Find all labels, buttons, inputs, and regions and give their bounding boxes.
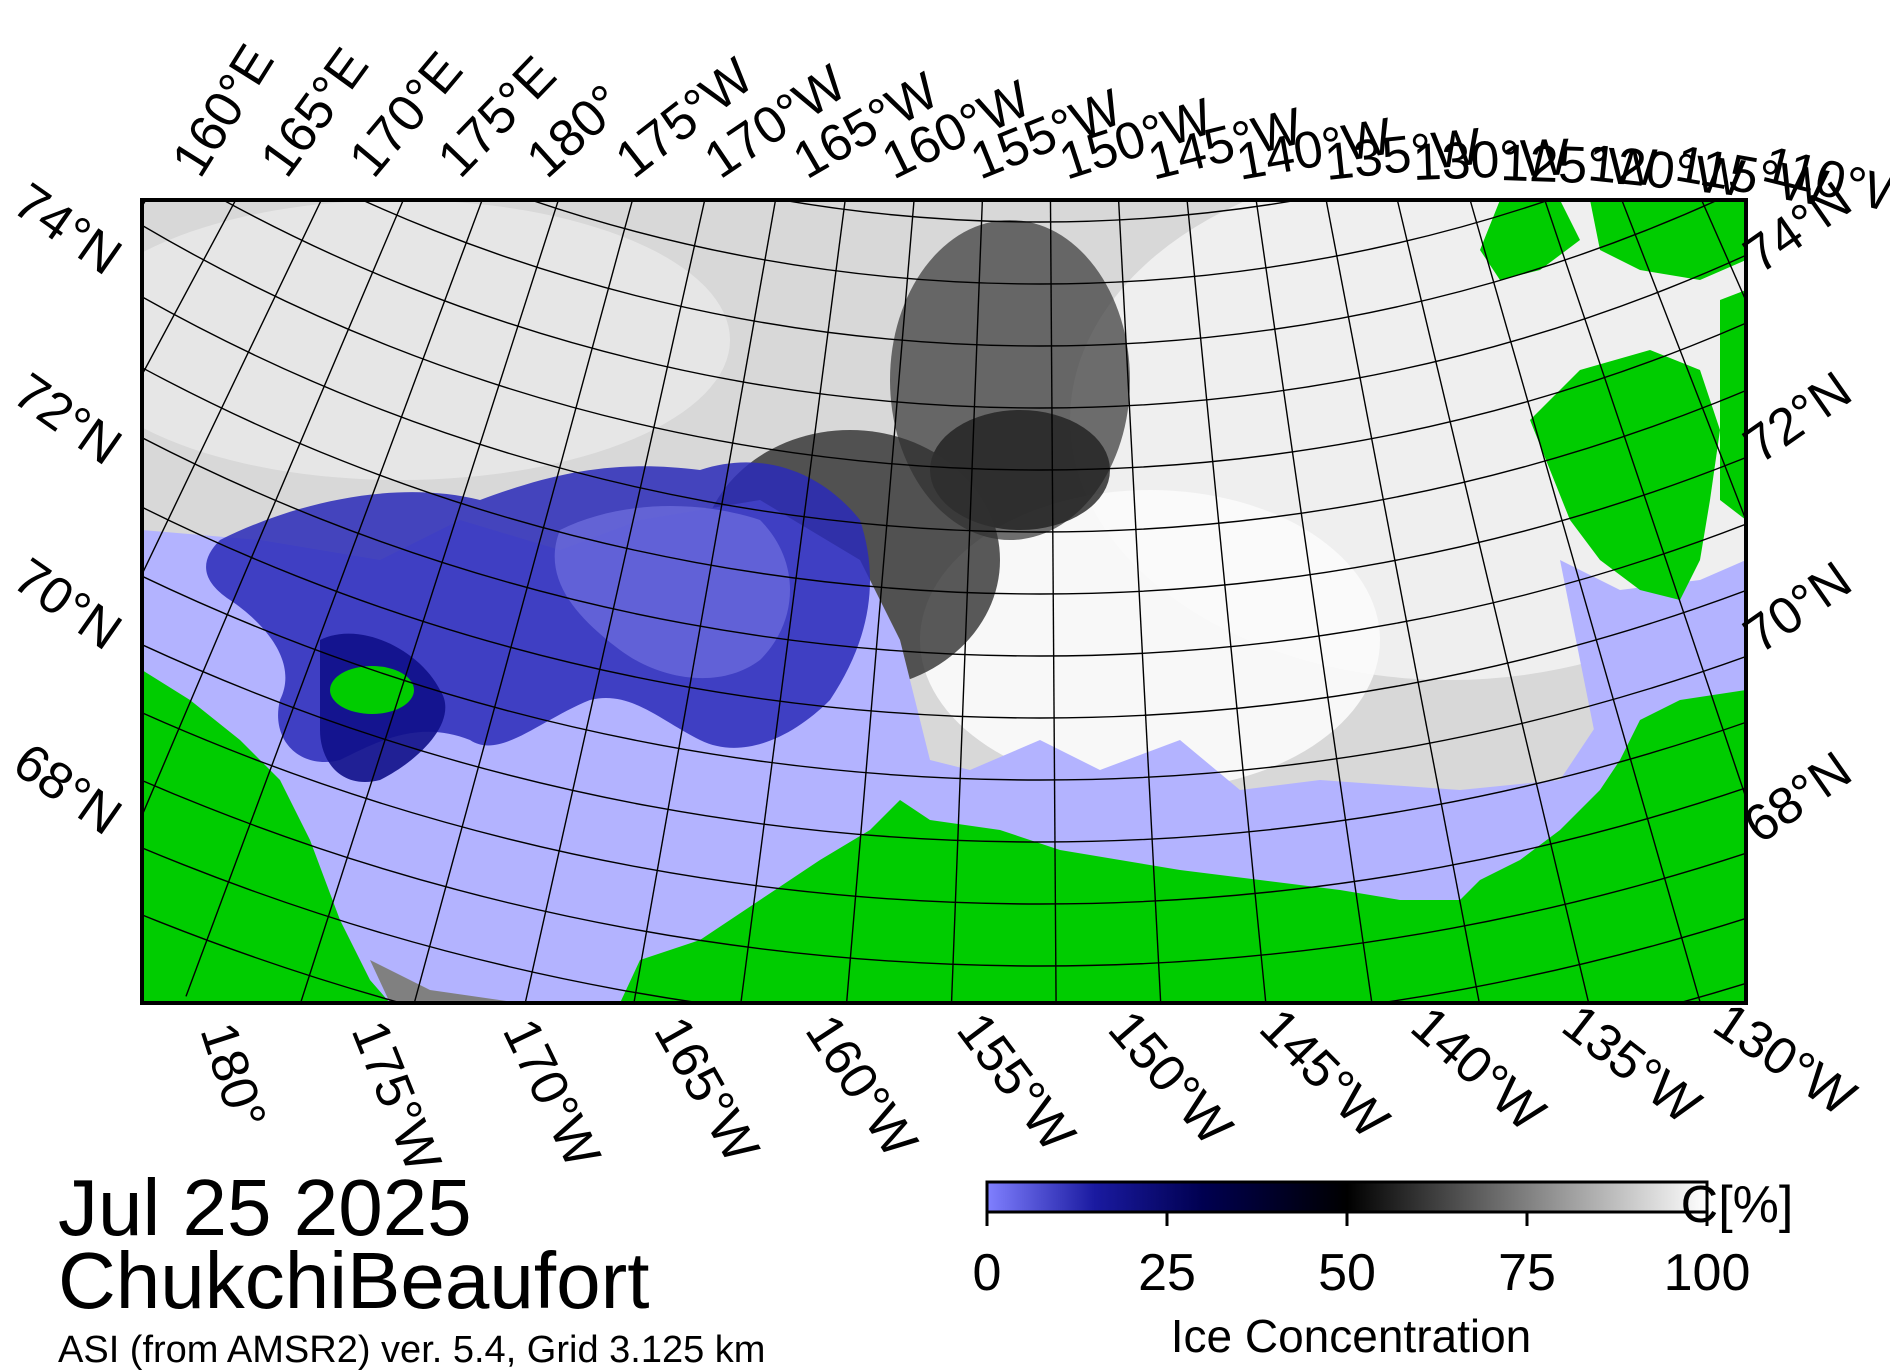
parallel-line [142, 643, 1746, 843]
map-frame [140, 198, 1748, 1005]
meridian-line [0, 0, 21, 222]
right-latitude-label: 68°N [1734, 741, 1862, 855]
bottom-longitude-label: 175°W [340, 1013, 452, 1180]
bottom-longitude-label: 150°W [1097, 1000, 1243, 1156]
parallel-line [142, 223, 1746, 471]
land-banks-island [1530, 350, 1720, 600]
parallel-line [142, 711, 1746, 905]
meridian-line [740, 200, 846, 1003]
parallel-line [778, 200, 1302, 223]
meridian-line [1865, 0, 1890, 593]
meridian-line [142, 200, 323, 576]
bottom-longitude-label: 180° [189, 1016, 277, 1136]
ice-northwest [142, 200, 730, 480]
top-longitude-label: 125°W [1500, 134, 1659, 197]
meridian-line [1396, 200, 1590, 1003]
top-longitude-label: 130°W [1412, 128, 1571, 192]
left-latitude-label: 70°N [3, 547, 131, 661]
meridian-line [1325, 200, 1481, 1003]
no-data-region [370, 960, 520, 1003]
left-latitude-label: 68°N [3, 732, 131, 846]
graticule [0, 0, 1890, 1003]
left-latitude-label: 72°N [3, 362, 131, 476]
meridian-line [1255, 200, 1373, 1003]
meridian-line [845, 200, 915, 1003]
colorbar-title: Ice Concentration [1171, 1310, 1532, 1362]
parallel-line [222, 200, 1746, 409]
meridians [0, 0, 1890, 1003]
parallel-line [142, 295, 1746, 533]
land-wrangel-island [330, 666, 414, 714]
colorbar-tick-label: 75 [1498, 1244, 1556, 1302]
meridian-line [1621, 200, 1746, 523]
marginal-ice-light [554, 506, 790, 679]
meridian-line [0, 0, 59, 307]
right-latitude-label: 70°N [1734, 551, 1862, 665]
colorbar-ticks: 0 25 50 75 100 [973, 1212, 1751, 1302]
meridian-line [1117, 200, 1162, 1003]
meridian-line [142, 200, 405, 818]
bottom-longitude-label: 130°W [1703, 992, 1865, 1128]
land-victoria-island [1720, 290, 1746, 520]
parallels [142, 200, 1746, 1003]
right-latitude-label: 72°N [1734, 361, 1862, 475]
parallel-line [142, 779, 1746, 967]
land-prince-patrick-island [1480, 200, 1580, 280]
parallel-line [142, 436, 1746, 657]
meridian-line [299, 200, 560, 1003]
meridian-line [413, 200, 634, 1003]
meridian-line [1186, 200, 1267, 1003]
bottom-longitude-labels: 180° 175°W 170°W 165°W 160°W 155°W 150°W 145°W 1… [189, 992, 1866, 1180]
bottom-longitude-label: 155°W [945, 1002, 1086, 1162]
meridian-line [142, 200, 237, 377]
parallel-line [142, 506, 1746, 719]
meridian-line [950, 200, 984, 1003]
meridian-line [633, 200, 777, 1003]
date-label: Jul 25 2025 [58, 1163, 472, 1252]
parallel-line [142, 366, 1746, 595]
map-area [0, 0, 1890, 1003]
parallel-line [361, 200, 1719, 347]
left-latitude-label: 74°N [3, 172, 131, 286]
high-concentration-ice-central [920, 490, 1380, 790]
meridian-line [1049, 200, 1057, 1003]
region-label: ChukchiBeaufort [58, 1236, 649, 1325]
colorbar-tick-label: 50 [1318, 1244, 1376, 1302]
colorbar-tick-label: 25 [1138, 1244, 1196, 1302]
parallel-line [142, 574, 1746, 781]
meridian-line [185, 200, 483, 997]
meridian-line [1544, 200, 1746, 801]
bottom-longitude-label: 160°W [794, 1005, 928, 1168]
colorbar-tick-label: 0 [973, 1244, 1002, 1302]
bottom-longitude-label: 145°W [1248, 998, 1399, 1150]
right-latitude-labels: 74°N72°N70°N68°N [1734, 171, 1862, 855]
bottom-longitude-label: 140°W [1400, 996, 1556, 1143]
meridian-line [524, 200, 706, 1003]
colorbar: 0 25 50 75 100 C[%] Ice Concentration [973, 1176, 1794, 1362]
colorbar-unit: C[%] [1681, 1176, 1794, 1234]
source-label: ASI (from AMSR2) ver. 5.4, Grid 3.125 km [58, 1329, 765, 1370]
parallel-line [529, 200, 1551, 285]
left-latitude-labels: 74°N 72°N 70°N 68°N [3, 172, 131, 846]
meridian-line [1469, 200, 1702, 1003]
bottom-longitude-label: 135°W [1552, 994, 1711, 1136]
colorbar-bar [985, 1180, 1709, 1214]
bottom-longitude-label: 170°W [491, 1010, 611, 1176]
colorbar-tick-label: 100 [1664, 1244, 1751, 1302]
bottom-longitude-label: 165°W [643, 1007, 770, 1172]
